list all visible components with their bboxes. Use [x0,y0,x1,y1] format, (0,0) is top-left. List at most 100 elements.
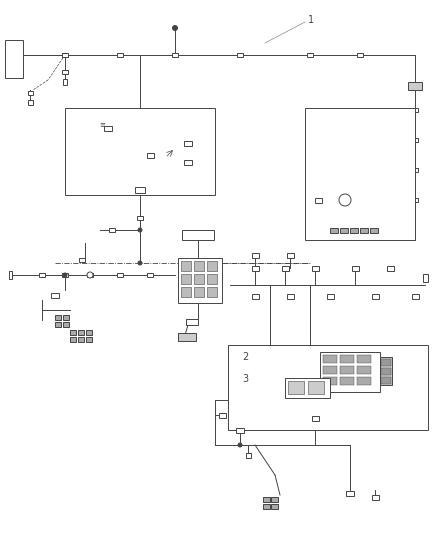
Bar [311,416,318,421]
Bar [411,294,418,298]
Bar [63,79,67,85]
Bar [70,330,76,335]
Bar [381,377,391,384]
Bar [357,355,371,363]
Text: 3: 3 [242,374,248,384]
Bar [28,100,32,104]
Bar [263,504,270,509]
Bar [311,265,318,271]
Bar [55,322,61,327]
Bar [181,274,191,284]
Bar [380,357,392,385]
Bar [63,322,69,327]
Bar [62,53,68,57]
Bar [194,287,204,297]
Bar [79,258,85,262]
Bar [137,216,143,220]
Bar [63,315,69,320]
Bar [408,82,422,90]
Circle shape [339,194,351,206]
Bar [178,333,196,341]
Bar [314,198,321,203]
Bar [207,261,217,271]
Bar [62,273,68,277]
Bar [55,315,61,320]
Bar [236,427,244,432]
Bar [340,377,354,385]
Bar [412,108,418,112]
Bar [8,271,11,279]
Bar [340,355,354,363]
Bar [70,337,76,342]
Bar [87,273,93,277]
Bar [78,337,84,342]
Bar [39,273,45,277]
Bar [371,495,378,499]
Bar [320,352,380,392]
Bar [62,53,68,57]
Bar [340,228,348,233]
Bar [51,293,59,297]
Bar [307,53,313,57]
Bar [117,53,123,57]
Text: ≡: ≡ [99,122,105,128]
Bar [323,366,337,374]
Bar [271,504,278,509]
Bar [412,138,418,142]
Bar [5,40,23,78]
Bar [288,381,304,394]
Bar [346,490,354,496]
Bar [412,168,418,172]
Bar [282,265,289,271]
Bar [78,330,84,335]
Bar [219,413,226,417]
Bar [305,108,415,240]
Bar [207,287,217,297]
Bar [271,497,278,502]
Bar [360,228,368,233]
Bar [423,274,427,282]
Bar [186,319,198,325]
Bar [104,125,112,131]
Bar [86,330,92,335]
Bar [181,261,191,271]
Bar [381,368,391,375]
Bar [251,265,258,271]
Bar [263,497,270,502]
Bar [194,261,204,271]
Bar [352,265,358,271]
Bar [285,378,330,398]
Text: 2: 2 [242,352,248,362]
Bar [357,377,371,385]
Bar [371,294,378,298]
Bar [147,273,153,277]
Bar [330,228,338,233]
Bar [117,273,123,277]
Bar [350,228,358,233]
Bar [246,453,251,457]
Circle shape [63,273,67,277]
Bar [370,228,378,233]
Bar [412,83,418,87]
Bar [65,108,215,195]
Bar [109,228,115,232]
Bar [62,70,68,74]
Bar [386,265,393,271]
Bar [28,91,32,95]
Circle shape [87,272,93,278]
Bar [340,366,354,374]
Bar [381,359,391,366]
Circle shape [138,261,142,265]
Bar [251,253,258,257]
Bar [308,381,324,394]
Bar [286,294,293,298]
Circle shape [138,228,142,232]
Bar [228,345,428,430]
Bar [357,53,363,57]
Bar [194,274,204,284]
Bar [237,53,243,57]
Bar [412,198,418,202]
Bar [181,287,191,297]
Bar [86,337,92,342]
Bar [172,53,178,57]
